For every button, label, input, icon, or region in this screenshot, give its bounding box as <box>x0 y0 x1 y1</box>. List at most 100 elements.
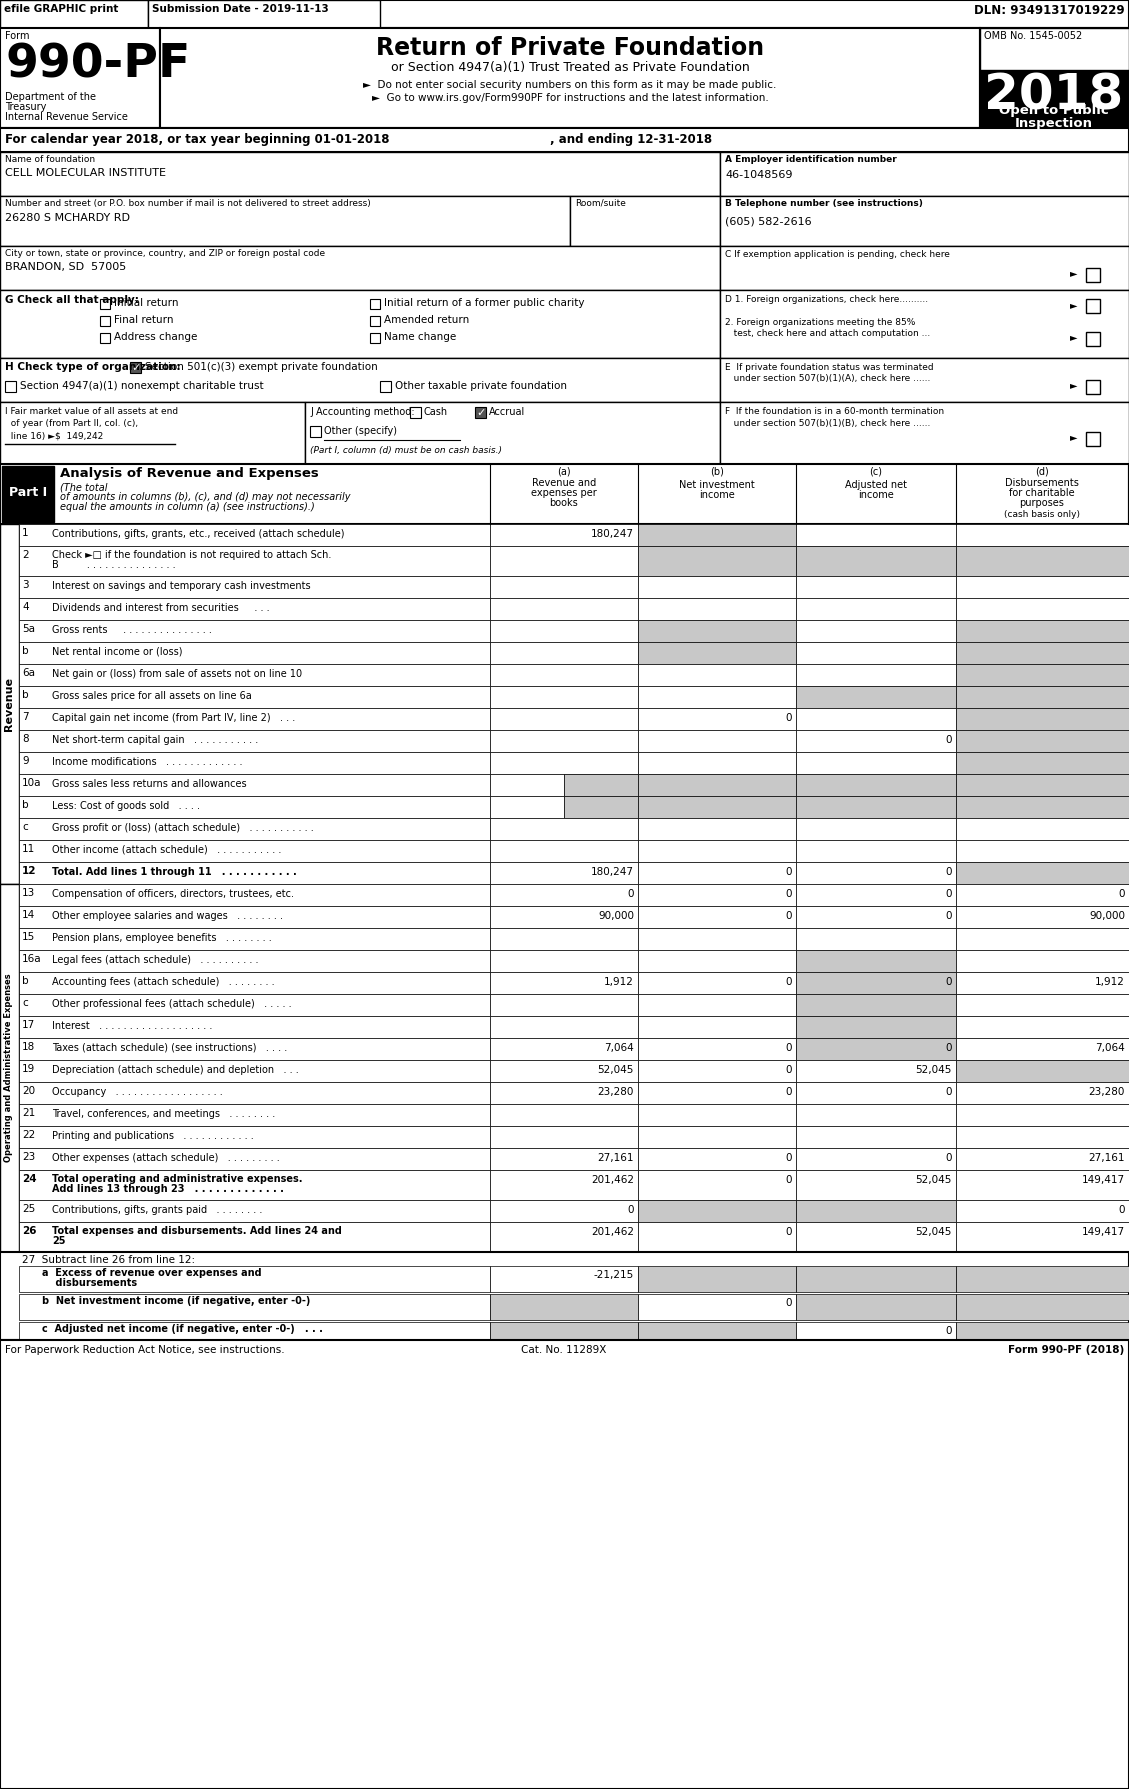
Bar <box>956 1322 1129 1347</box>
Bar <box>0 463 1129 524</box>
Bar <box>1086 379 1100 394</box>
Bar <box>0 1340 1129 1789</box>
Text: (c): (c) <box>869 467 883 478</box>
Text: Initial return of a former public charity: Initial return of a former public charit… <box>384 299 585 308</box>
Text: b: b <box>21 691 28 699</box>
Bar <box>570 197 720 247</box>
Text: Dividends and interest from securities     . . .: Dividends and interest from securities .… <box>52 603 270 614</box>
Text: 0: 0 <box>786 1175 793 1184</box>
Bar <box>638 775 796 796</box>
Text: purposes: purposes <box>1019 497 1065 508</box>
Bar <box>490 1082 638 1104</box>
Text: ►: ► <box>1070 301 1077 309</box>
Text: 1,912: 1,912 <box>1095 977 1124 988</box>
Text: 10a: 10a <box>21 778 42 787</box>
Text: Gross sales price for all assets on line 6a: Gross sales price for all assets on line… <box>52 691 252 701</box>
Text: 52,045: 52,045 <box>916 1227 952 1236</box>
Bar <box>19 708 490 730</box>
Bar <box>638 884 796 905</box>
Bar <box>19 884 490 905</box>
Bar <box>19 1061 490 1082</box>
Bar <box>19 664 490 685</box>
Bar <box>0 358 720 403</box>
Text: 15: 15 <box>21 932 35 943</box>
Bar <box>160 29 980 129</box>
Bar <box>796 546 956 576</box>
Bar <box>956 1200 1129 1222</box>
Bar <box>796 1061 956 1082</box>
Text: 1: 1 <box>21 528 28 538</box>
Text: Initial return: Initial return <box>114 299 178 308</box>
Text: Other income (attach schedule)   . . . . . . . . . . .: Other income (attach schedule) . . . . .… <box>52 844 281 855</box>
Bar <box>796 796 956 818</box>
Bar <box>956 995 1129 1016</box>
Text: 201,462: 201,462 <box>590 1227 634 1236</box>
Bar <box>490 685 638 708</box>
Bar <box>490 905 638 928</box>
Bar <box>490 1104 638 1125</box>
Bar <box>720 247 1129 290</box>
Text: 149,417: 149,417 <box>1082 1227 1124 1236</box>
Text: , and ending 12-31-2018: , and ending 12-31-2018 <box>550 132 712 147</box>
Bar <box>0 0 148 29</box>
Text: Net gain or (loss) from sale of assets not on line 10: Net gain or (loss) from sale of assets n… <box>52 669 303 680</box>
Bar <box>19 546 490 576</box>
Bar <box>1086 299 1100 313</box>
Text: 0: 0 <box>1119 889 1124 900</box>
Text: F  If the foundation is in a 60-month termination: F If the foundation is in a 60-month ter… <box>725 408 944 417</box>
Text: line 16) ►$  149,242: line 16) ►$ 149,242 <box>5 431 103 440</box>
Bar <box>796 642 956 664</box>
Text: 52,045: 52,045 <box>916 1064 952 1075</box>
Bar <box>638 664 796 685</box>
Text: b: b <box>21 977 28 986</box>
Text: 22: 22 <box>21 1131 35 1140</box>
Bar <box>19 905 490 928</box>
Bar <box>796 1082 956 1104</box>
Bar <box>956 1267 1129 1292</box>
Text: Gross profit or (loss) (attach schedule)   . . . . . . . . . . .: Gross profit or (loss) (attach schedule)… <box>52 823 314 834</box>
Bar <box>2 465 54 522</box>
Text: Interest on savings and temporary cash investments: Interest on savings and temporary cash i… <box>52 581 310 590</box>
Text: equal the amounts in column (a) (see instructions).): equal the amounts in column (a) (see ins… <box>60 503 315 512</box>
Bar <box>638 928 796 950</box>
Bar <box>19 1038 490 1061</box>
Text: 0: 0 <box>945 1043 952 1054</box>
Text: Net rental income or (loss): Net rental income or (loss) <box>52 648 183 657</box>
Text: 90,000: 90,000 <box>598 911 634 921</box>
Bar <box>490 995 638 1016</box>
Bar <box>796 971 956 995</box>
Bar <box>796 775 956 796</box>
Text: 27,161: 27,161 <box>597 1152 634 1163</box>
Text: books: books <box>550 497 578 508</box>
Bar <box>19 971 490 995</box>
Bar <box>956 818 1129 841</box>
Bar <box>19 950 490 971</box>
Bar <box>1086 333 1100 345</box>
Bar <box>19 685 490 708</box>
Bar <box>1086 431 1100 445</box>
Bar <box>956 1082 1129 1104</box>
Bar <box>490 841 638 862</box>
Text: Amended return: Amended return <box>384 315 470 326</box>
Text: 12: 12 <box>21 866 36 877</box>
Bar <box>490 884 638 905</box>
Bar <box>956 775 1129 796</box>
Bar <box>1086 268 1100 283</box>
Text: ►  Do not enter social security numbers on this form as it may be made public.: ► Do not enter social security numbers o… <box>364 81 777 89</box>
Text: 26: 26 <box>21 1225 36 1236</box>
Bar <box>0 0 1129 29</box>
Text: Disbursements: Disbursements <box>1005 478 1079 488</box>
Bar <box>956 884 1129 905</box>
Text: 0: 0 <box>945 889 952 900</box>
Text: 7: 7 <box>21 712 28 723</box>
Bar <box>720 403 1129 463</box>
Bar <box>19 1016 490 1038</box>
Text: Pension plans, employee benefits   . . . . . . . .: Pension plans, employee benefits . . . .… <box>52 934 272 943</box>
Bar <box>564 775 638 796</box>
Bar <box>956 1016 1129 1038</box>
Text: 24: 24 <box>21 1174 36 1184</box>
Bar <box>19 841 490 862</box>
Bar <box>19 1082 490 1104</box>
Bar <box>564 796 638 818</box>
Text: Capital gain net income (from Part IV, line 2)   . . .: Capital gain net income (from Part IV, l… <box>52 714 296 723</box>
